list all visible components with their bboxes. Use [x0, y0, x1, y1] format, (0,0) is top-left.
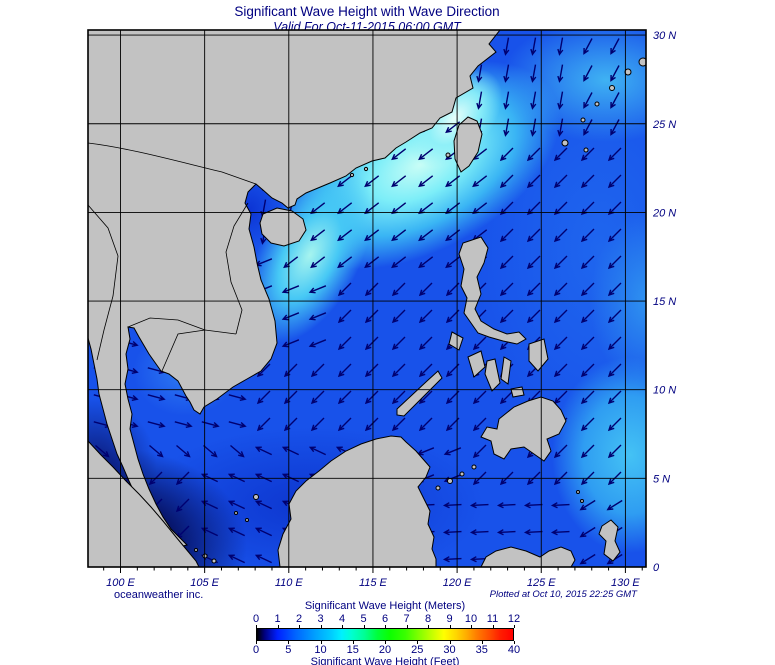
meters-tick-label: 5 [360, 613, 367, 625]
graticule [88, 30, 646, 567]
lon-label: 115 E [359, 577, 388, 589]
legend-meters-ticks: 0 1 2 3 4 5 6 7 8 9 10 11 12 [252, 613, 520, 625]
land-sulawesi [480, 546, 576, 567]
feet-tick-label: 0 [252, 644, 260, 656]
meters-tick-label: 7 [403, 613, 410, 625]
coordinate-labels: 100 E 105 E 110 E 115 E 120 E 125 E 130 E 30 N 2… [106, 30, 676, 589]
meters-tick-label: 12 [507, 613, 521, 625]
plotted-timestamp: Plotted at Oct 10, 2015 22:25 GMT [489, 589, 637, 600]
meters-tick-label: 8 [424, 613, 432, 625]
lon-label: 120 E [443, 577, 472, 589]
feet-tick-label: 20 [378, 644, 392, 656]
legend-title-meters: Significant Wave Height (Meters) [304, 600, 466, 612]
lat-label: 0 [653, 562, 660, 574]
lon-label: 130 E [611, 577, 640, 589]
land-mindoro [448, 331, 464, 351]
land-halmahera [598, 519, 621, 562]
landmasses [88, 30, 646, 567]
feet-tick-label: 35 [475, 644, 488, 656]
lat-label: 15 N [653, 296, 676, 308]
meters-tick-label: 10 [464, 613, 478, 625]
page-title: Significant Wave Height with Wave Direct… [234, 4, 500, 19]
land-borneo [277, 435, 437, 567]
lon-label: 110 E [275, 577, 304, 589]
meters-tick-label: 4 [338, 613, 346, 625]
lat-label: 20 N [652, 207, 676, 219]
land-luzon [458, 236, 527, 345]
meters-tick-label: 1 [274, 613, 281, 625]
legend-feet-ticks: 0 5 10 15 20 25 30 35 40 [252, 644, 520, 656]
country-borders [88, 142, 257, 372]
land-palawan [396, 370, 443, 417]
feet-tick-label: 15 [346, 644, 359, 656]
land-hainan [259, 207, 307, 247]
land-sumatra [88, 440, 200, 567]
degree-ticks [103, 567, 643, 573]
meters-tick-label: 11 [486, 613, 499, 625]
land-mindanao [480, 396, 567, 462]
legend-colorbar [256, 628, 514, 641]
lat-label: 10 N [653, 385, 676, 397]
land-taiwan [453, 116, 483, 173]
lat-label: 25 N [652, 119, 676, 131]
feet-tick-label: 25 [411, 644, 424, 656]
lat-label: 30 N [653, 30, 676, 42]
feet-tick-label: 10 [314, 644, 327, 656]
meters-tick-label: 0 [252, 613, 260, 625]
feet-tick-label: 30 [443, 644, 456, 656]
meters-tick-label: 3 [317, 613, 324, 625]
legend-title-feet: Significant Wave Height (Feet) [310, 656, 460, 665]
meters-tick-label: 2 [295, 613, 303, 625]
oceanweather-credit: oceanweather inc. [114, 589, 204, 601]
map-border [87, 29, 647, 568]
meters-tick-label: 9 [446, 613, 453, 625]
lon-label: 125 E [527, 577, 556, 589]
lon-label: 100 E [106, 577, 135, 589]
meters-tick-label: 6 [381, 613, 389, 625]
feet-tick-label: 40 [507, 644, 521, 656]
lon-label: 105 E [190, 577, 219, 589]
feet-tick-label: 5 [285, 644, 292, 656]
lat-label: 5 N [653, 473, 670, 485]
